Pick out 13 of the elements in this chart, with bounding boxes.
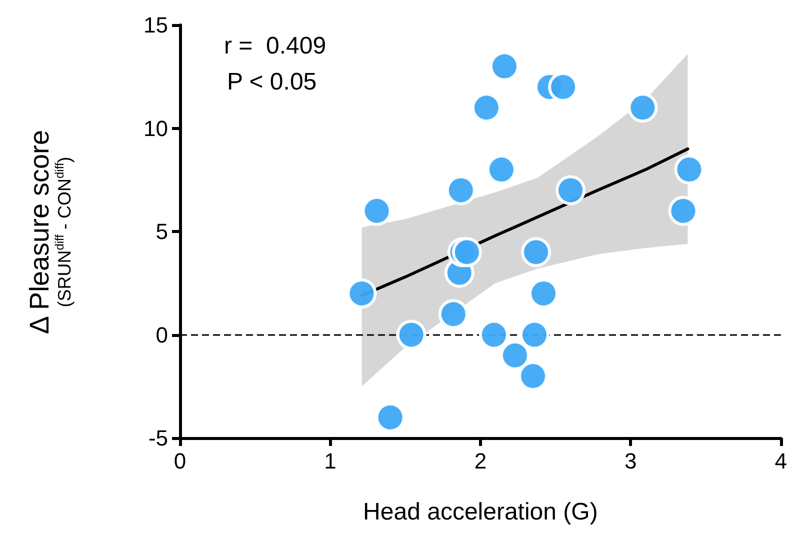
x-tick-label: 2 <box>474 448 487 474</box>
annotation: r = 0.409 <box>224 32 326 60</box>
y-tick-label: 10 <box>144 116 168 141</box>
y-tick-label: 15 <box>144 12 168 38</box>
y-tick-label: 0 <box>156 322 168 348</box>
x-tick-label: 3 <box>624 448 637 474</box>
x-tick-label: 4 <box>774 448 788 474</box>
y-tick-label: -5 <box>148 426 168 450</box>
x-axis-title: Head acceleration (G) <box>363 498 598 526</box>
x-tick-label: 0 <box>174 448 186 474</box>
annotation: P < 0.05 <box>227 68 317 96</box>
y-tick-label: 5 <box>156 219 168 244</box>
x-tick-label: 1 <box>324 448 336 474</box>
